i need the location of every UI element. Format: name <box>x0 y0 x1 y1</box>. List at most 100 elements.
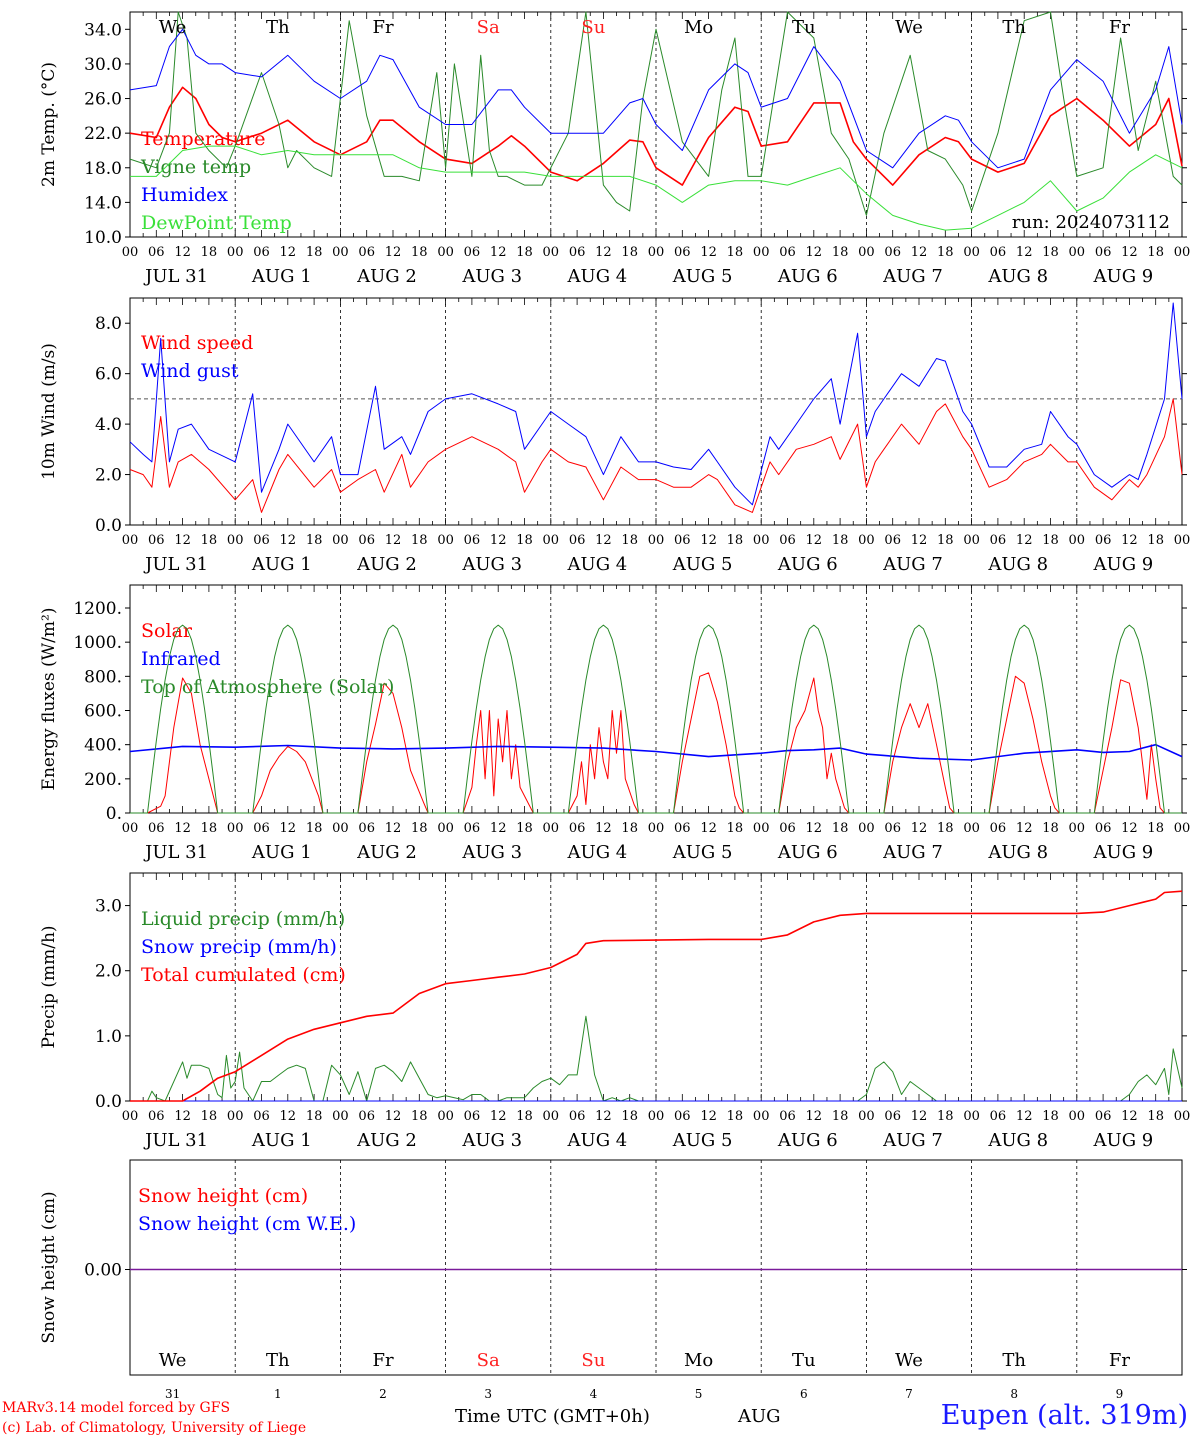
panel3-hour-label: 06 <box>1095 821 1112 836</box>
panel3-hour-label: 06 <box>464 821 481 836</box>
panel3-hour-label: 12 <box>806 821 823 836</box>
day-number-label: 8 <box>1010 1387 1018 1401</box>
panel2-hour-label: 00 <box>648 533 665 548</box>
panel3-hour-label: 12 <box>911 821 928 836</box>
panel2-hour-label: 00 <box>1069 533 1086 548</box>
panel4-hour-label: 18 <box>306 1109 323 1124</box>
panel4-date-label: AUG 8 <box>987 1130 1048 1151</box>
panel4-hour-label: 00 <box>648 1109 665 1124</box>
panel4-hour-label: 00 <box>963 1109 980 1124</box>
panel1-hour-label: 06 <box>779 245 796 260</box>
panel3-hour-label: 12 <box>700 821 717 836</box>
panel2-date-label: AUG 3 <box>461 554 522 575</box>
panel2-hour-label: 06 <box>464 533 481 548</box>
panel4-date-label: AUG 5 <box>672 1130 733 1151</box>
panel4-series-line-3 <box>130 890 1183 1102</box>
panel3-hour-label: 00 <box>963 821 980 836</box>
panel1-y-tick-label: 14.0 <box>84 193 122 213</box>
panel4-hour-label: 00 <box>1174 1109 1191 1124</box>
weekday-top-label: Th <box>1002 17 1026 38</box>
month-label: AUG <box>738 1406 781 1427</box>
panel4-hour-label: 18 <box>727 1109 744 1124</box>
panel5-legend-2: Snow height (cm W.E.) <box>138 1213 356 1235</box>
panel1-hour-label: 00 <box>227 245 244 260</box>
weekday-bottom-label: Tu <box>792 1350 816 1371</box>
panel1-hour-label: 12 <box>385 245 402 260</box>
panel3-date-label: AUG 4 <box>567 842 628 863</box>
day-number-label: 6 <box>800 1387 808 1401</box>
weekday-top-label: Fr <box>1109 17 1130 38</box>
panel3-legend-1: Solar <box>141 620 193 642</box>
panel1-y-tick-label: 34.0 <box>84 20 122 40</box>
panel1-y-axis-label: 2m Temp. (°C) <box>39 62 59 187</box>
panel2-y-tick-label: 6.0 <box>95 365 122 385</box>
panel3-hour-label: 12 <box>490 821 507 836</box>
weekday-bottom-label: We <box>895 1350 923 1371</box>
panel1-hour-label: 06 <box>990 245 1007 260</box>
panel4-date-label: AUG 4 <box>567 1130 628 1151</box>
panel3-legend-2: Infrared <box>141 648 221 670</box>
panel2-hour-label: 00 <box>858 533 875 548</box>
panel2-hour-label: 12 <box>174 533 191 548</box>
panel2-date-label: AUG 1 <box>251 554 312 575</box>
panel2-hour-label: 06 <box>779 533 796 548</box>
panel2-hour-label: 18 <box>1042 533 1059 548</box>
panel1-series-line-2 <box>129 11 1183 216</box>
panel2-y-tick-label: 2.0 <box>95 466 122 486</box>
panel3-hour-label: 00 <box>227 821 244 836</box>
panel4-date-label: AUG 3 <box>461 1130 522 1151</box>
panel2-date-label: AUG 4 <box>567 554 628 575</box>
panel4-y-tick-label: 3.0 <box>95 897 122 917</box>
panel1-hour-label: 12 <box>174 245 191 260</box>
panel4-y-axis-label: Precip (mm/h) <box>39 925 59 1048</box>
panel4-hour-label: 00 <box>122 1109 139 1124</box>
panel4-hour-label: 12 <box>595 1109 612 1124</box>
panel1-hour-label: 12 <box>700 245 717 260</box>
panel3-hour-label: 12 <box>1121 821 1138 836</box>
panel1-hour-label: 00 <box>1069 245 1086 260</box>
panel3-hour-label: 18 <box>937 821 954 836</box>
panel3-hour-label: 00 <box>543 821 560 836</box>
panel3-series-line-2 <box>129 743 1183 761</box>
panel2-y-tick-label: 4.0 <box>95 415 122 435</box>
panel3-y-tick-label: 600. <box>84 702 122 722</box>
panel2-y-tick-label: 0.0 <box>95 516 122 536</box>
panel3-hour-label: 06 <box>148 821 165 836</box>
panel1-date-label: JUL 31 <box>143 266 208 287</box>
weekday-bottom-label: Fr <box>1109 1350 1130 1371</box>
panel4-hour-label: 00 <box>1069 1109 1086 1124</box>
panel4-hour-label: 06 <box>779 1109 796 1124</box>
day-number-label: 4 <box>590 1387 598 1401</box>
panel3-date-label: AUG 3 <box>461 842 522 863</box>
panel4-hour-label: 00 <box>227 1109 244 1124</box>
panel3-hour-label: 00 <box>1174 821 1191 836</box>
panel2-hour-label: 00 <box>437 533 454 548</box>
panel3-hour-label: 00 <box>437 821 454 836</box>
panel3-hour-label: 06 <box>990 821 1007 836</box>
panel2-hour-label: 18 <box>306 533 323 548</box>
panel1-hour-label: 06 <box>569 245 586 260</box>
weekday-top-label: Th <box>266 17 290 38</box>
panel2-hour-label: 18 <box>832 533 849 548</box>
panel2-hour-label: 12 <box>911 533 928 548</box>
panel3-y-axis-label: Energy fluxes (W/m²) <box>39 608 59 791</box>
panel2-hour-label: 12 <box>1016 533 1033 548</box>
panel1-hour-label: 00 <box>858 245 875 260</box>
panel2-date-label: AUG 6 <box>777 554 838 575</box>
weekday-top-label: Fr <box>372 17 393 38</box>
panel1-date-label: AUG 1 <box>251 266 312 287</box>
weekday-top-label: Tu <box>792 17 816 38</box>
panel1-hour-label: 12 <box>911 245 928 260</box>
panel2-series-line-1 <box>129 398 1183 513</box>
panel4-y-tick-label: 2.0 <box>95 962 122 982</box>
panel2-hour-label: 18 <box>516 533 533 548</box>
panel3-hour-label: 18 <box>832 821 849 836</box>
panel4-hour-label: 12 <box>806 1109 823 1124</box>
panel5-y-tick-label: 0.00 <box>84 1261 122 1281</box>
panel1-hour-label: 00 <box>122 245 139 260</box>
panel3-date-label: AUG 7 <box>882 842 943 863</box>
day-number-label: 5 <box>695 1387 703 1401</box>
panel4-hour-label: 18 <box>201 1109 218 1124</box>
panel2-hour-label: 00 <box>227 533 244 548</box>
panel5-legend-1: Snow height (cm) <box>138 1185 308 1207</box>
